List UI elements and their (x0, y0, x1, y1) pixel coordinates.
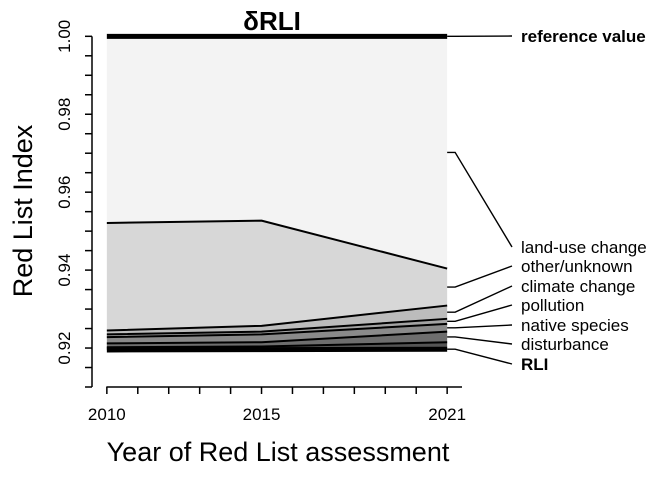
area-reference-value (106, 36, 448, 269)
x-tick-label: 2010 (88, 405, 126, 424)
chart-title: δRLI (243, 6, 301, 36)
x-axis-title: Year of Red List assessment (107, 437, 450, 467)
legend-label-rli: RLI (521, 355, 548, 374)
y-tick-label: 1.00 (55, 20, 74, 53)
legend-labels: reference value land-use changeother/unkn… (521, 27, 647, 374)
axes: 2010 2015 2021 0.92 0.94 0.96 0.98 1.00 (55, 20, 466, 424)
line-native-species (106, 330, 448, 345)
x-tick-label: 2015 (243, 405, 281, 424)
x-tick-label: 2021 (428, 405, 466, 424)
leader-climate-change (447, 285, 513, 313)
y-tick-label: 0.94 (55, 254, 74, 287)
line-pollution (106, 322, 448, 339)
leader-rli (447, 348, 513, 365)
area-land-use-change (106, 220, 448, 331)
y-axis-title: Red List Index (8, 124, 38, 297)
area-other-unknown (106, 305, 448, 335)
legend-label-native-species: native species (521, 316, 629, 335)
line-climate-change (106, 317, 448, 336)
leader-other-unknown (447, 265, 513, 288)
line-rli (106, 346, 448, 353)
line-disturbance (106, 341, 448, 349)
legend-label-reference-value: reference value (521, 27, 646, 46)
legend-label-other-unknown: other/unknown (521, 257, 633, 276)
legend-label-disturbance: disturbance (521, 335, 609, 354)
leader-disturbance (447, 336, 513, 345)
leader-pollution (447, 304, 513, 323)
line-other-unknown (106, 304, 448, 332)
legend-leader-lines (447, 35, 513, 365)
y-tick-label: 0.96 (55, 176, 74, 209)
legend-label-pollution: pollution (521, 296, 584, 315)
y-tick-label: 0.98 (55, 98, 74, 131)
boundary-lines (106, 33, 448, 353)
leader-native-species (447, 324, 513, 329)
leader-land-use-change (447, 151, 513, 248)
line-land-use-change (106, 219, 448, 270)
legend-label-land-use-change: land-use change (521, 238, 647, 257)
y-tick-label: 0.92 (55, 331, 74, 364)
legend-label-climate-change: climate change (521, 277, 635, 296)
stacked-areas (106, 36, 448, 350)
